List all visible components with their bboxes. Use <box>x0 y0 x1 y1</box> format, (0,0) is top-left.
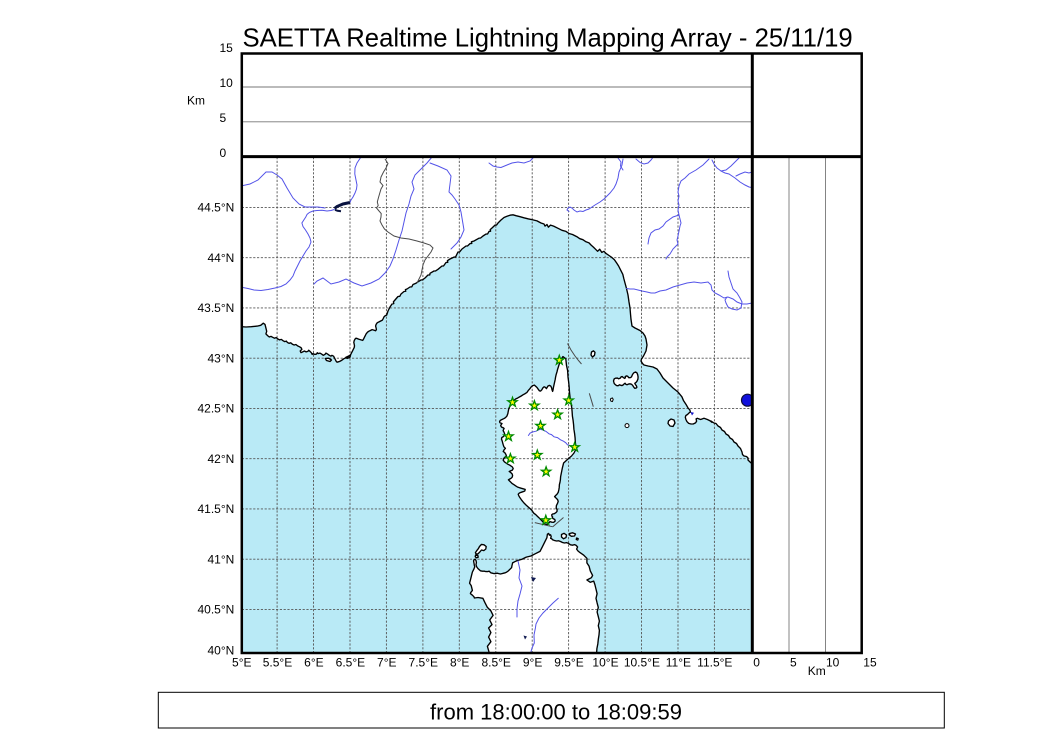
svg-text:9.5°E: 9.5°E <box>554 655 583 669</box>
svg-text:42.5°N: 42.5°N <box>197 402 234 416</box>
svg-text:7°E: 7°E <box>377 655 396 669</box>
svg-text:from 18:00:00 to 18:09:59: from 18:00:00 to 18:09:59 <box>430 700 682 725</box>
svg-text:43.5°N: 43.5°N <box>197 301 234 315</box>
svg-text:9°E: 9°E <box>523 655 542 669</box>
svg-text:10.5°E: 10.5°E <box>624 655 660 669</box>
svg-text:11°E: 11°E <box>666 655 691 669</box>
svg-text:5°E: 5°E <box>232 655 251 669</box>
svg-text:40°N: 40°N <box>207 644 234 658</box>
svg-text:15: 15 <box>220 41 234 55</box>
svg-text:Km: Km <box>187 94 205 108</box>
svg-text:44.5°N: 44.5°N <box>197 201 234 215</box>
svg-text:11.5°E: 11.5°E <box>697 655 732 669</box>
svg-text:0: 0 <box>220 146 227 160</box>
svg-text:8°E: 8°E <box>450 655 469 669</box>
svg-text:6°E: 6°E <box>304 655 323 669</box>
svg-text:10: 10 <box>826 655 840 669</box>
svg-text:10°E: 10°E <box>592 655 618 669</box>
svg-text:0: 0 <box>753 655 760 669</box>
svg-text:44°N: 44°N <box>207 251 234 265</box>
svg-text:41.5°N: 41.5°N <box>197 502 234 516</box>
svg-text:Km: Km <box>808 664 826 678</box>
svg-text:15: 15 <box>863 655 877 669</box>
svg-text:40.5°N: 40.5°N <box>197 603 234 617</box>
svg-text:6.5°E: 6.5°E <box>336 655 365 669</box>
svg-text:7.5°E: 7.5°E <box>409 655 438 669</box>
svg-text:10: 10 <box>220 76 234 90</box>
svg-text:5: 5 <box>790 655 797 669</box>
svg-text:5.5°E: 5.5°E <box>263 655 292 669</box>
svg-text:8.5°E: 8.5°E <box>481 655 510 669</box>
svg-text:41°N: 41°N <box>207 552 234 566</box>
svg-text:42°N: 42°N <box>207 452 234 466</box>
svg-text:5: 5 <box>220 111 227 125</box>
svg-text:43°N: 43°N <box>207 351 234 365</box>
svg-text:SAETTA Realtime Lightning Mapp: SAETTA Realtime Lightning Mapping Array … <box>243 25 853 53</box>
